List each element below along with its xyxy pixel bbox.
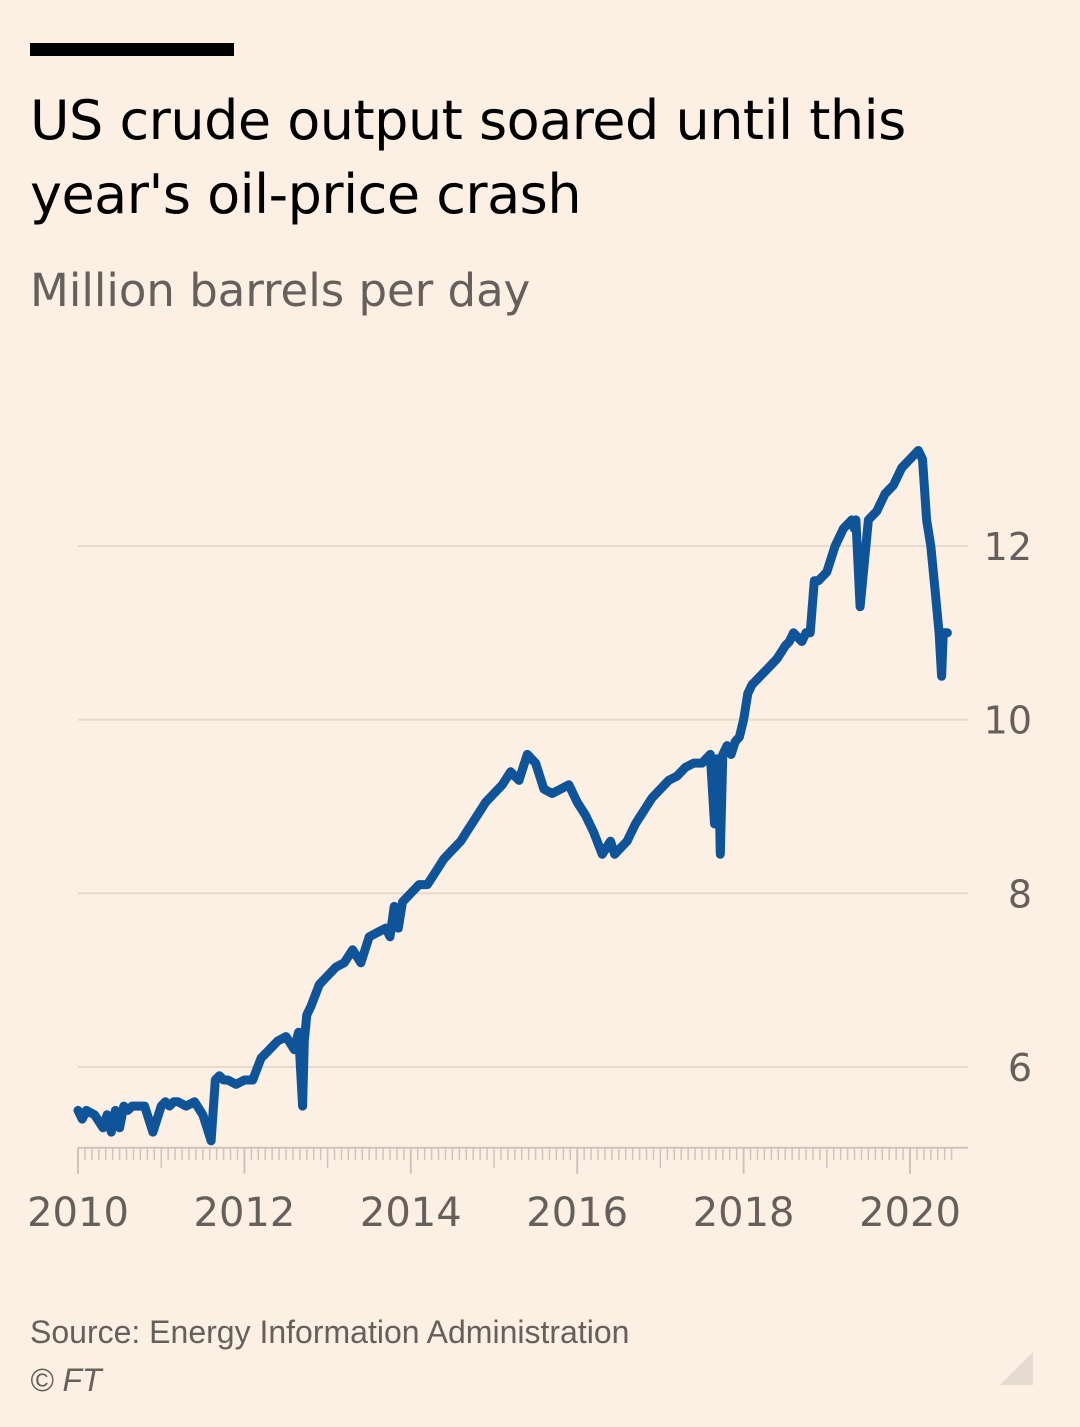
x-tick-label: 2018 [693, 1190, 795, 1236]
x-axis-labels: 2010 2012 2014 2016 2018 2020 [27, 1190, 961, 1236]
y-tick-label: 8 [1008, 872, 1032, 916]
y-tick-label: 10 [984, 699, 1032, 743]
chart-title: US crude output soared until this year's… [30, 89, 906, 226]
series-group [73, 446, 952, 1146]
x-tick-label: 2014 [360, 1190, 462, 1236]
chart-subtitle: Million barrels per day [30, 264, 531, 317]
x-tick-label: 2012 [194, 1190, 296, 1236]
x-tick-label: 2020 [859, 1190, 961, 1236]
source-note: Source: Energy Information Administratio… [30, 1314, 630, 1350]
y-tick-label: 6 [1008, 1046, 1032, 1090]
resize-handle-icon[interactable] [1000, 1352, 1033, 1385]
x-tick-label: 2016 [526, 1190, 628, 1236]
y-tick-label: 12 [984, 525, 1032, 569]
series-line-us-crude-output [73, 446, 952, 1146]
ft-accent-bar [30, 43, 234, 56]
x-tick-label: 2010 [27, 1190, 129, 1236]
gridlines [78, 545, 968, 1068]
y-axis-labels: 6 8 10 12 [984, 525, 1032, 1090]
x-axis [77, 1146, 968, 1174]
copyright-note: © FT [30, 1362, 102, 1398]
